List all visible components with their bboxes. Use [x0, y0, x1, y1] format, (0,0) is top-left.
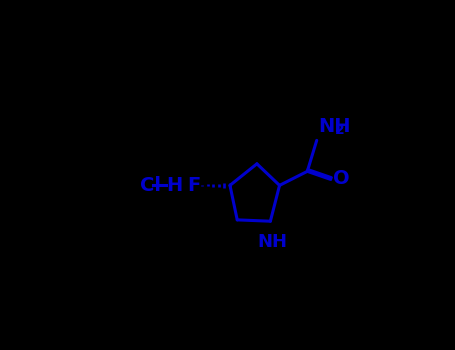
Text: 2: 2	[335, 123, 344, 137]
Text: NH: NH	[257, 232, 287, 251]
Text: F: F	[187, 176, 200, 195]
Text: O: O	[333, 169, 349, 188]
Text: H: H	[167, 176, 183, 195]
Text: NH: NH	[318, 117, 351, 135]
Text: Cl: Cl	[140, 176, 161, 195]
